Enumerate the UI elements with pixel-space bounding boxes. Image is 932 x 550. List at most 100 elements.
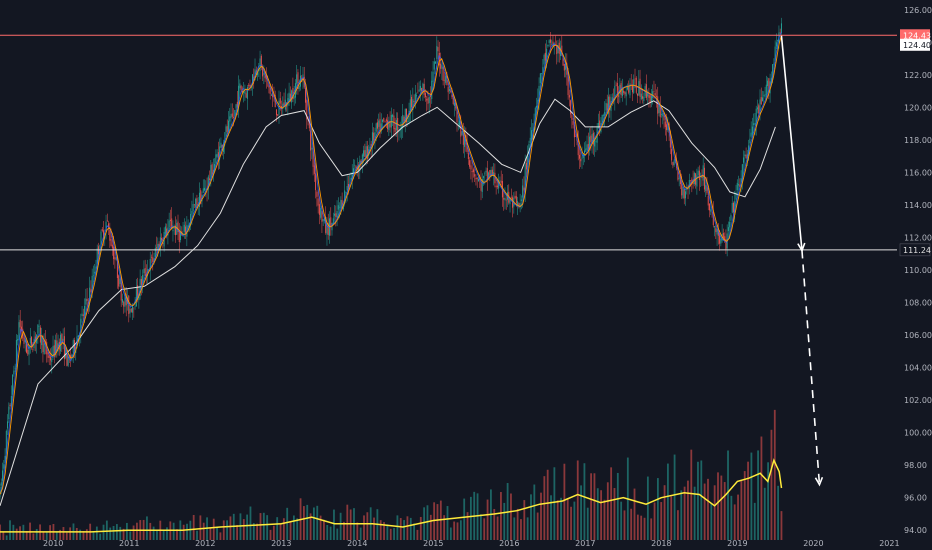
- y-tick-label: 102.00: [904, 396, 932, 405]
- volume-bar: [463, 498, 466, 540]
- volume-bar: [146, 516, 148, 540]
- volume-bar: [329, 526, 332, 540]
- volume-bar: [79, 529, 82, 540]
- volume-bar: [476, 493, 479, 540]
- volume-bar: [229, 516, 232, 540]
- candle-body: [515, 196, 517, 204]
- candle-body: [350, 177, 352, 182]
- candle-body: [573, 125, 575, 138]
- candle-body: [471, 171, 473, 173]
- volume-bar: [176, 529, 178, 540]
- candle-body: [257, 72, 259, 76]
- candle-body: [461, 131, 463, 135]
- price-axis[interactable]: 94.00 96.00 98.00 100.00 102.00 104.00 106.00 1…: [904, 6, 932, 535]
- candle-body: [326, 221, 328, 235]
- candle-body: [637, 93, 639, 96]
- volume-bar: [19, 526, 21, 540]
- candle-body: [173, 227, 175, 229]
- candle-body: [563, 63, 565, 71]
- candle-body: [682, 186, 684, 198]
- candle-body: [740, 178, 742, 185]
- candle-body: [38, 326, 40, 327]
- volume-bar: [710, 502, 713, 540]
- candle-body: [519, 203, 521, 207]
- candle-body: [342, 204, 344, 210]
- volume-bar: [166, 527, 168, 540]
- candle-body: [604, 111, 606, 117]
- volume-bar: [590, 473, 592, 540]
- volume-bar: [717, 472, 719, 540]
- candle-body: [666, 124, 668, 131]
- candle-body: [732, 202, 734, 213]
- candle-body: [406, 108, 408, 123]
- candle-body: [504, 197, 506, 201]
- resistance-price-tag: [900, 29, 930, 42]
- candle-body: [437, 47, 439, 52]
- candle-body: [609, 96, 611, 110]
- candle-body: [302, 74, 304, 80]
- volume-bar: [132, 525, 135, 540]
- volume-bar: [456, 522, 459, 540]
- volume-bar: [129, 531, 132, 540]
- candle-body: [486, 168, 488, 180]
- candle-body: [263, 73, 265, 75]
- volume-bar: [249, 506, 252, 540]
- volume-bar: [600, 490, 603, 540]
- arrow-head: [814, 476, 824, 487]
- candle-body: [547, 44, 549, 47]
- candle-body: [289, 93, 291, 102]
- volume-bar: [333, 509, 335, 540]
- candle-body: [337, 205, 339, 210]
- volume-bar: [586, 507, 589, 540]
- candle-body: [48, 355, 50, 358]
- candle-body: [220, 142, 222, 148]
- candle-body: [681, 182, 683, 196]
- candle-body: [412, 99, 414, 111]
- candle-body: [346, 186, 348, 191]
- volume-bar: [743, 471, 746, 540]
- candle-body: [193, 204, 195, 206]
- candle-body: [376, 122, 378, 129]
- candle-body: [572, 121, 574, 125]
- candle-body: [234, 109, 236, 117]
- candle-body: [85, 298, 87, 305]
- volume-bar: [409, 517, 412, 540]
- candle-body: [745, 154, 747, 158]
- candle-body: [580, 158, 582, 162]
- candle-body: [12, 374, 14, 395]
- candle-body: [363, 150, 365, 157]
- candle-body: [105, 221, 107, 231]
- candle-body: [388, 123, 390, 131]
- candle-body: [219, 146, 221, 160]
- candle-body: [37, 324, 39, 334]
- candle-body: [673, 160, 675, 166]
- candle-body: [650, 96, 652, 102]
- candle-body: [355, 165, 357, 170]
- volume-bar: [603, 499, 606, 540]
- volume-bar: [262, 512, 265, 540]
- candle-body: [780, 23, 782, 33]
- candle-body: [272, 93, 274, 98]
- candle-body: [92, 275, 94, 277]
- projection-arrows: [780, 35, 824, 487]
- time-axis[interactable]: 2010 2011 2012 2013 2014 2015 2016 2017 2018 2019…: [43, 539, 900, 548]
- candle-body: [77, 335, 79, 337]
- candle-body: [495, 185, 497, 188]
- volume-bar: [209, 527, 212, 540]
- candle-body: [599, 120, 601, 131]
- candle-body: [288, 92, 290, 101]
- candle-body: [590, 135, 592, 142]
- candle-body: [772, 64, 774, 81]
- candle-body: [130, 308, 132, 312]
- candle-body: [635, 77, 637, 93]
- volume-bar: [673, 454, 676, 540]
- volume-moving-average-line: [0, 458, 783, 533]
- volume-bar: [566, 497, 569, 540]
- candle-body: [143, 269, 145, 274]
- candle-body: [481, 178, 483, 192]
- candle-body: [269, 87, 271, 94]
- candle-body: [517, 201, 519, 206]
- candle-body: [443, 79, 445, 81]
- volume-bar: [379, 520, 382, 540]
